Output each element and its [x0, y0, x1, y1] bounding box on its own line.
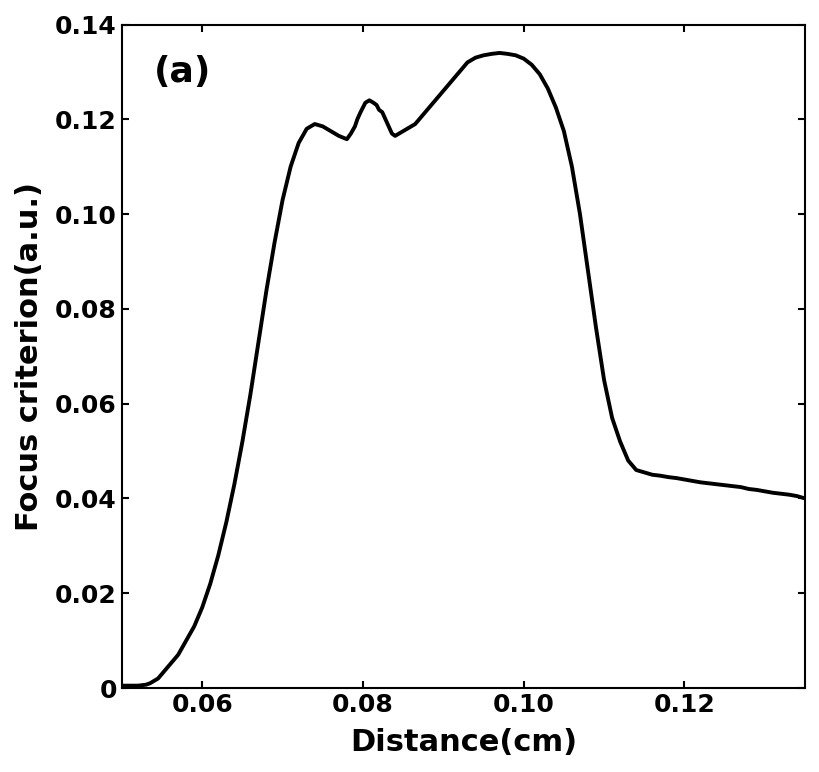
Y-axis label: Focus criterion(a.u.): Focus criterion(a.u.) [15, 181, 44, 531]
X-axis label: Distance(cm): Distance(cm) [350, 728, 577, 757]
Text: (a): (a) [154, 56, 211, 90]
